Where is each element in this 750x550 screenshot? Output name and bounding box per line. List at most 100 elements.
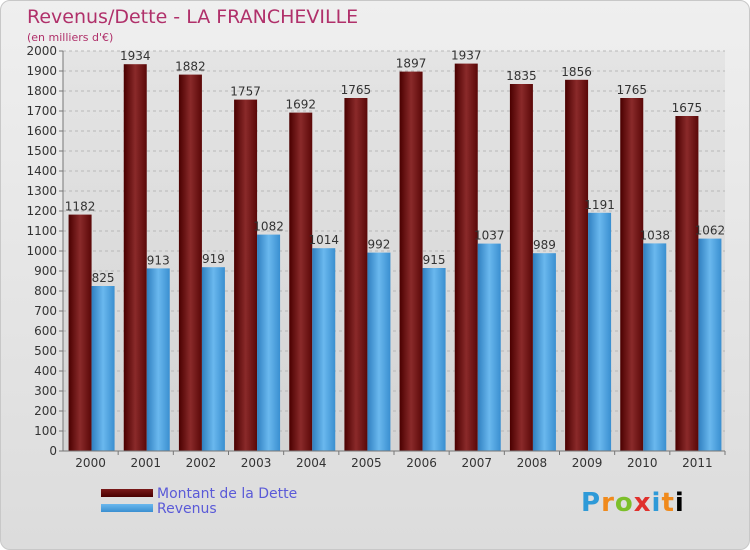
logo-letter: i <box>674 488 685 518</box>
bar-revenus <box>201 267 225 451</box>
y-tick-label: 100 <box>34 424 57 438</box>
y-tick-label: 1300 <box>26 184 57 198</box>
data-label-dette: 1882 <box>175 60 206 74</box>
bar-revenus <box>312 248 336 451</box>
x-tick-label: 2009 <box>572 456 603 470</box>
legend-swatch-revenus <box>101 504 153 512</box>
data-label-dette: 1856 <box>561 65 592 79</box>
bar-revenus <box>422 268 446 451</box>
y-axis: 0 100 200 300 400 500 600 700 800 900 1000 1100 1200… <box>26 44 64 458</box>
data-label-dette: 1897 <box>396 57 427 71</box>
y-tick-label: 1400 <box>26 164 57 178</box>
logo-letter: o <box>614 488 634 518</box>
data-label-revenus: 1082 <box>253 220 284 234</box>
bar-dette <box>289 112 313 451</box>
x-tick-label: 2000 <box>75 456 106 470</box>
data-label-revenus: 1037 <box>474 229 505 243</box>
x-tick-label: 2011 <box>682 456 713 470</box>
bar-dette <box>454 63 478 451</box>
chart-title: Revenus/Dette - LA FRANCHEVILLE <box>27 6 359 28</box>
grid-lines <box>63 50 725 452</box>
y-tick-label: 1900 <box>26 64 57 78</box>
data-label-revenus: 992 <box>367 238 390 252</box>
x-tick-label: 2003 <box>241 456 272 470</box>
data-label-dette: 1692 <box>285 98 316 112</box>
data-label-revenus: 919 <box>202 252 225 266</box>
x-tick-label: 2010 <box>627 456 658 470</box>
bar-revenus <box>698 238 722 451</box>
bar-dette <box>234 99 258 451</box>
legend-label-revenus: Revenus <box>157 501 217 517</box>
y-tick-label: 200 <box>34 404 57 418</box>
bar-dette <box>344 98 368 451</box>
bar-revenus <box>643 243 667 451</box>
data-label-revenus: 989 <box>533 238 556 252</box>
y-tick-label: 400 <box>34 364 57 378</box>
logo-letter: r <box>601 488 615 518</box>
x-tick-label: 2007 <box>461 456 492 470</box>
bar-dette <box>565 79 589 452</box>
logo-letter: P <box>581 488 602 518</box>
bar-revenus <box>532 253 556 451</box>
data-label-dette: 1675 <box>672 101 703 115</box>
y-tick-label: 1100 <box>26 224 57 238</box>
data-label-revenus: 1038 <box>639 228 670 242</box>
y-tick-label: 0 <box>49 444 57 458</box>
data-label-revenus: 913 <box>147 253 170 267</box>
y-tick-label: 300 <box>34 384 57 398</box>
bar-dette <box>123 64 147 451</box>
x-tick-label: 2002 <box>186 456 217 470</box>
y-tick-label: 800 <box>34 284 57 298</box>
y-tick-label: 1800 <box>26 84 57 98</box>
y-tick-label: 1600 <box>26 124 57 138</box>
bars <box>68 63 722 452</box>
x-tick-label: 2008 <box>517 456 548 470</box>
x-tick-label: 2006 <box>406 456 437 470</box>
proxiti-logo: Proxiti <box>581 488 685 518</box>
data-label-dette: 1934 <box>120 49 151 63</box>
chart-subtitle: (en milliers d'€) <box>27 31 114 44</box>
x-tick-label: 2005 <box>351 456 382 470</box>
legend-swatch-dette <box>101 489 153 497</box>
x-tick-label: 2001 <box>130 456 161 470</box>
y-tick-label: 700 <box>34 304 57 318</box>
bar-revenus <box>367 252 391 451</box>
y-tick-label: 600 <box>34 324 57 338</box>
data-label-dette: 1765 <box>616 83 647 97</box>
data-label-dette: 1757 <box>230 85 261 99</box>
y-tick-label: 1700 <box>26 104 57 118</box>
data-labels: 1182 825 1934 913 1882 919 1757 1082 1692 1014 176… <box>65 49 725 285</box>
data-label-revenus: 1014 <box>308 233 339 247</box>
bar-dette <box>675 116 699 451</box>
logo-letter: x <box>633 488 652 518</box>
bar-revenus <box>588 212 612 451</box>
bar-dette <box>509 84 533 451</box>
bar-revenus <box>91 286 115 451</box>
bar-dette <box>399 71 423 451</box>
data-label-revenus: 825 <box>92 271 115 285</box>
data-label-revenus: 1191 <box>584 198 615 212</box>
data-label-dette: 1182 <box>65 200 96 214</box>
y-tick-label: 1200 <box>26 204 57 218</box>
bar-revenus <box>257 234 281 451</box>
y-tick-label: 500 <box>34 344 57 358</box>
logo-letter: t <box>661 488 675 518</box>
x-axis: 2000 2001 2002 2003 2004 2005 2006 2007 2008 2009… <box>63 450 726 470</box>
y-tick-label: 2000 <box>26 44 57 58</box>
bar-revenus <box>477 243 501 451</box>
legend-label-dette: Montant de la Dette <box>157 486 298 502</box>
bar-dette <box>620 98 644 451</box>
data-label-revenus: 915 <box>423 253 446 267</box>
data-label-dette: 1937 <box>451 49 482 63</box>
data-label-dette: 1765 <box>341 83 372 97</box>
data-label-revenus: 1062 <box>695 224 726 238</box>
y-tick-label: 1500 <box>26 144 57 158</box>
y-tick-label: 900 <box>34 264 57 278</box>
x-tick-label: 2004 <box>296 456 327 470</box>
data-label-dette: 1835 <box>506 69 537 83</box>
bar-dette <box>178 74 202 451</box>
bar-dette <box>68 214 92 451</box>
logo-letter: i <box>651 488 662 518</box>
